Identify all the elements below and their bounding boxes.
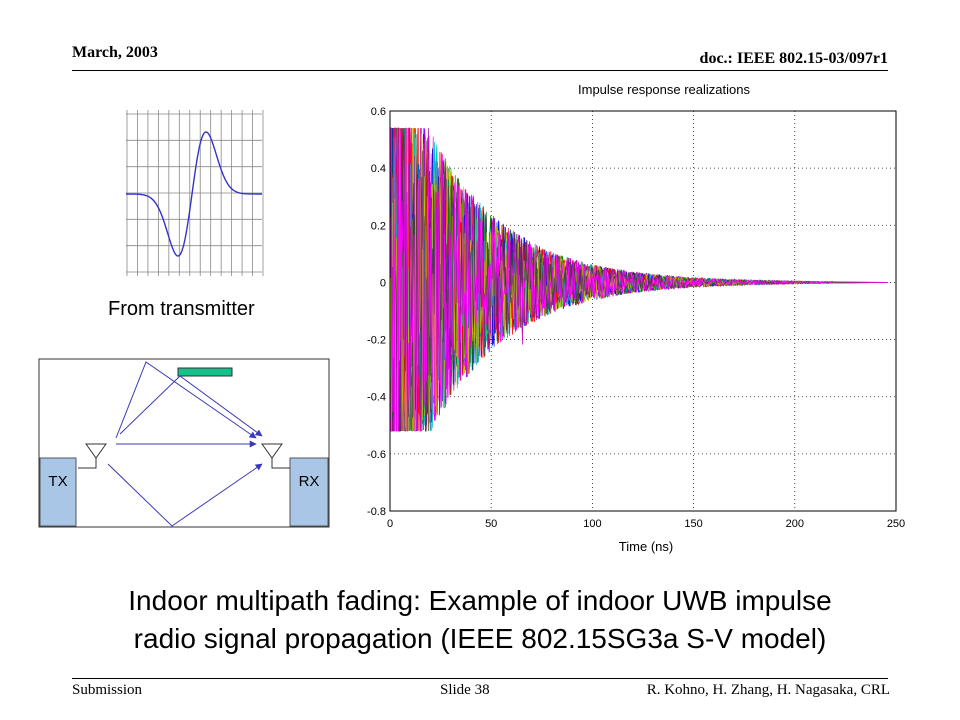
- header-date: March, 2003: [72, 44, 158, 61]
- footer-authors: R. Kohno, H. Zhang, H. Nagasaka, CRL: [646, 682, 890, 698]
- y-tick-label: -0.2: [367, 335, 386, 347]
- tx-box: [39, 457, 77, 527]
- chart-title: Impulse response realizations: [578, 82, 750, 97]
- transmitter-pulse-plot: [126, 110, 264, 276]
- header-rule: [72, 70, 888, 71]
- slide-caption: Indoor multipath fading: Example of indo…: [40, 582, 920, 658]
- rx-label: RX: [299, 473, 320, 490]
- pulse-waveform: [126, 131, 262, 257]
- y-tick-label: 0: [380, 277, 386, 289]
- pulse-grid: [126, 110, 264, 276]
- caption-line-2: radio signal propagation (IEEE 802.15SG3…: [133, 623, 827, 654]
- y-tick-label: 0.2: [371, 220, 386, 232]
- impulse-response-chart: Impulse response realizations 0 50 100 150 2…: [367, 82, 905, 554]
- x-tick-label: 250: [887, 518, 905, 530]
- antennas: [78, 443, 290, 469]
- pulse-caption: From transmitter: [108, 298, 255, 320]
- y-tick-label: 0.4: [371, 163, 386, 175]
- chart-series: [389, 127, 888, 433]
- chart-y-ticks: 0.6 0.4 0.2 0 -0.2 -0.4 -0.6 -0.8: [367, 106, 386, 518]
- chart-x-axis-label: Time (ns): [619, 539, 673, 554]
- footer-slide-number: Slide 38: [440, 682, 490, 698]
- chart-x-ticks: 0 50 100 150 200 250: [387, 518, 905, 530]
- tx-antenna-icon: [78, 443, 107, 469]
- chart-plot-frame: [389, 110, 897, 512]
- reflector-bar: [177, 367, 233, 377]
- x-tick-label: 50: [485, 518, 497, 530]
- footer-submission: Submission: [72, 682, 143, 698]
- header-doc-id: doc.: IEEE 802.15-03/097r1: [699, 50, 888, 67]
- y-tick-label: 0.6: [371, 106, 386, 118]
- propagation-paths: [107, 361, 263, 527]
- footer-rule: [72, 678, 888, 679]
- floor-path-arrow: [107, 463, 263, 527]
- x-tick-label: 0: [387, 518, 393, 530]
- rx-box: [289, 457, 329, 527]
- y-tick-label: -0.4: [367, 392, 386, 404]
- multipath-diagram: TX RX: [38, 358, 330, 528]
- x-tick-label: 200: [786, 518, 804, 530]
- rx-antenna-icon: [261, 443, 290, 469]
- x-tick-label: 100: [583, 518, 601, 530]
- caption-line-1: Indoor multipath fading: Example of indo…: [128, 585, 832, 616]
- x-tick-label: 150: [684, 518, 702, 530]
- reflector-path-arrow: [119, 375, 263, 437]
- y-tick-label: -0.8: [367, 506, 386, 518]
- diagram-frame: [38, 358, 330, 528]
- ceiling-path-arrow: [115, 361, 257, 439]
- tx-label: TX: [48, 473, 67, 490]
- impulse-series-line: [389, 127, 888, 432]
- y-tick-label: -0.6: [367, 449, 386, 461]
